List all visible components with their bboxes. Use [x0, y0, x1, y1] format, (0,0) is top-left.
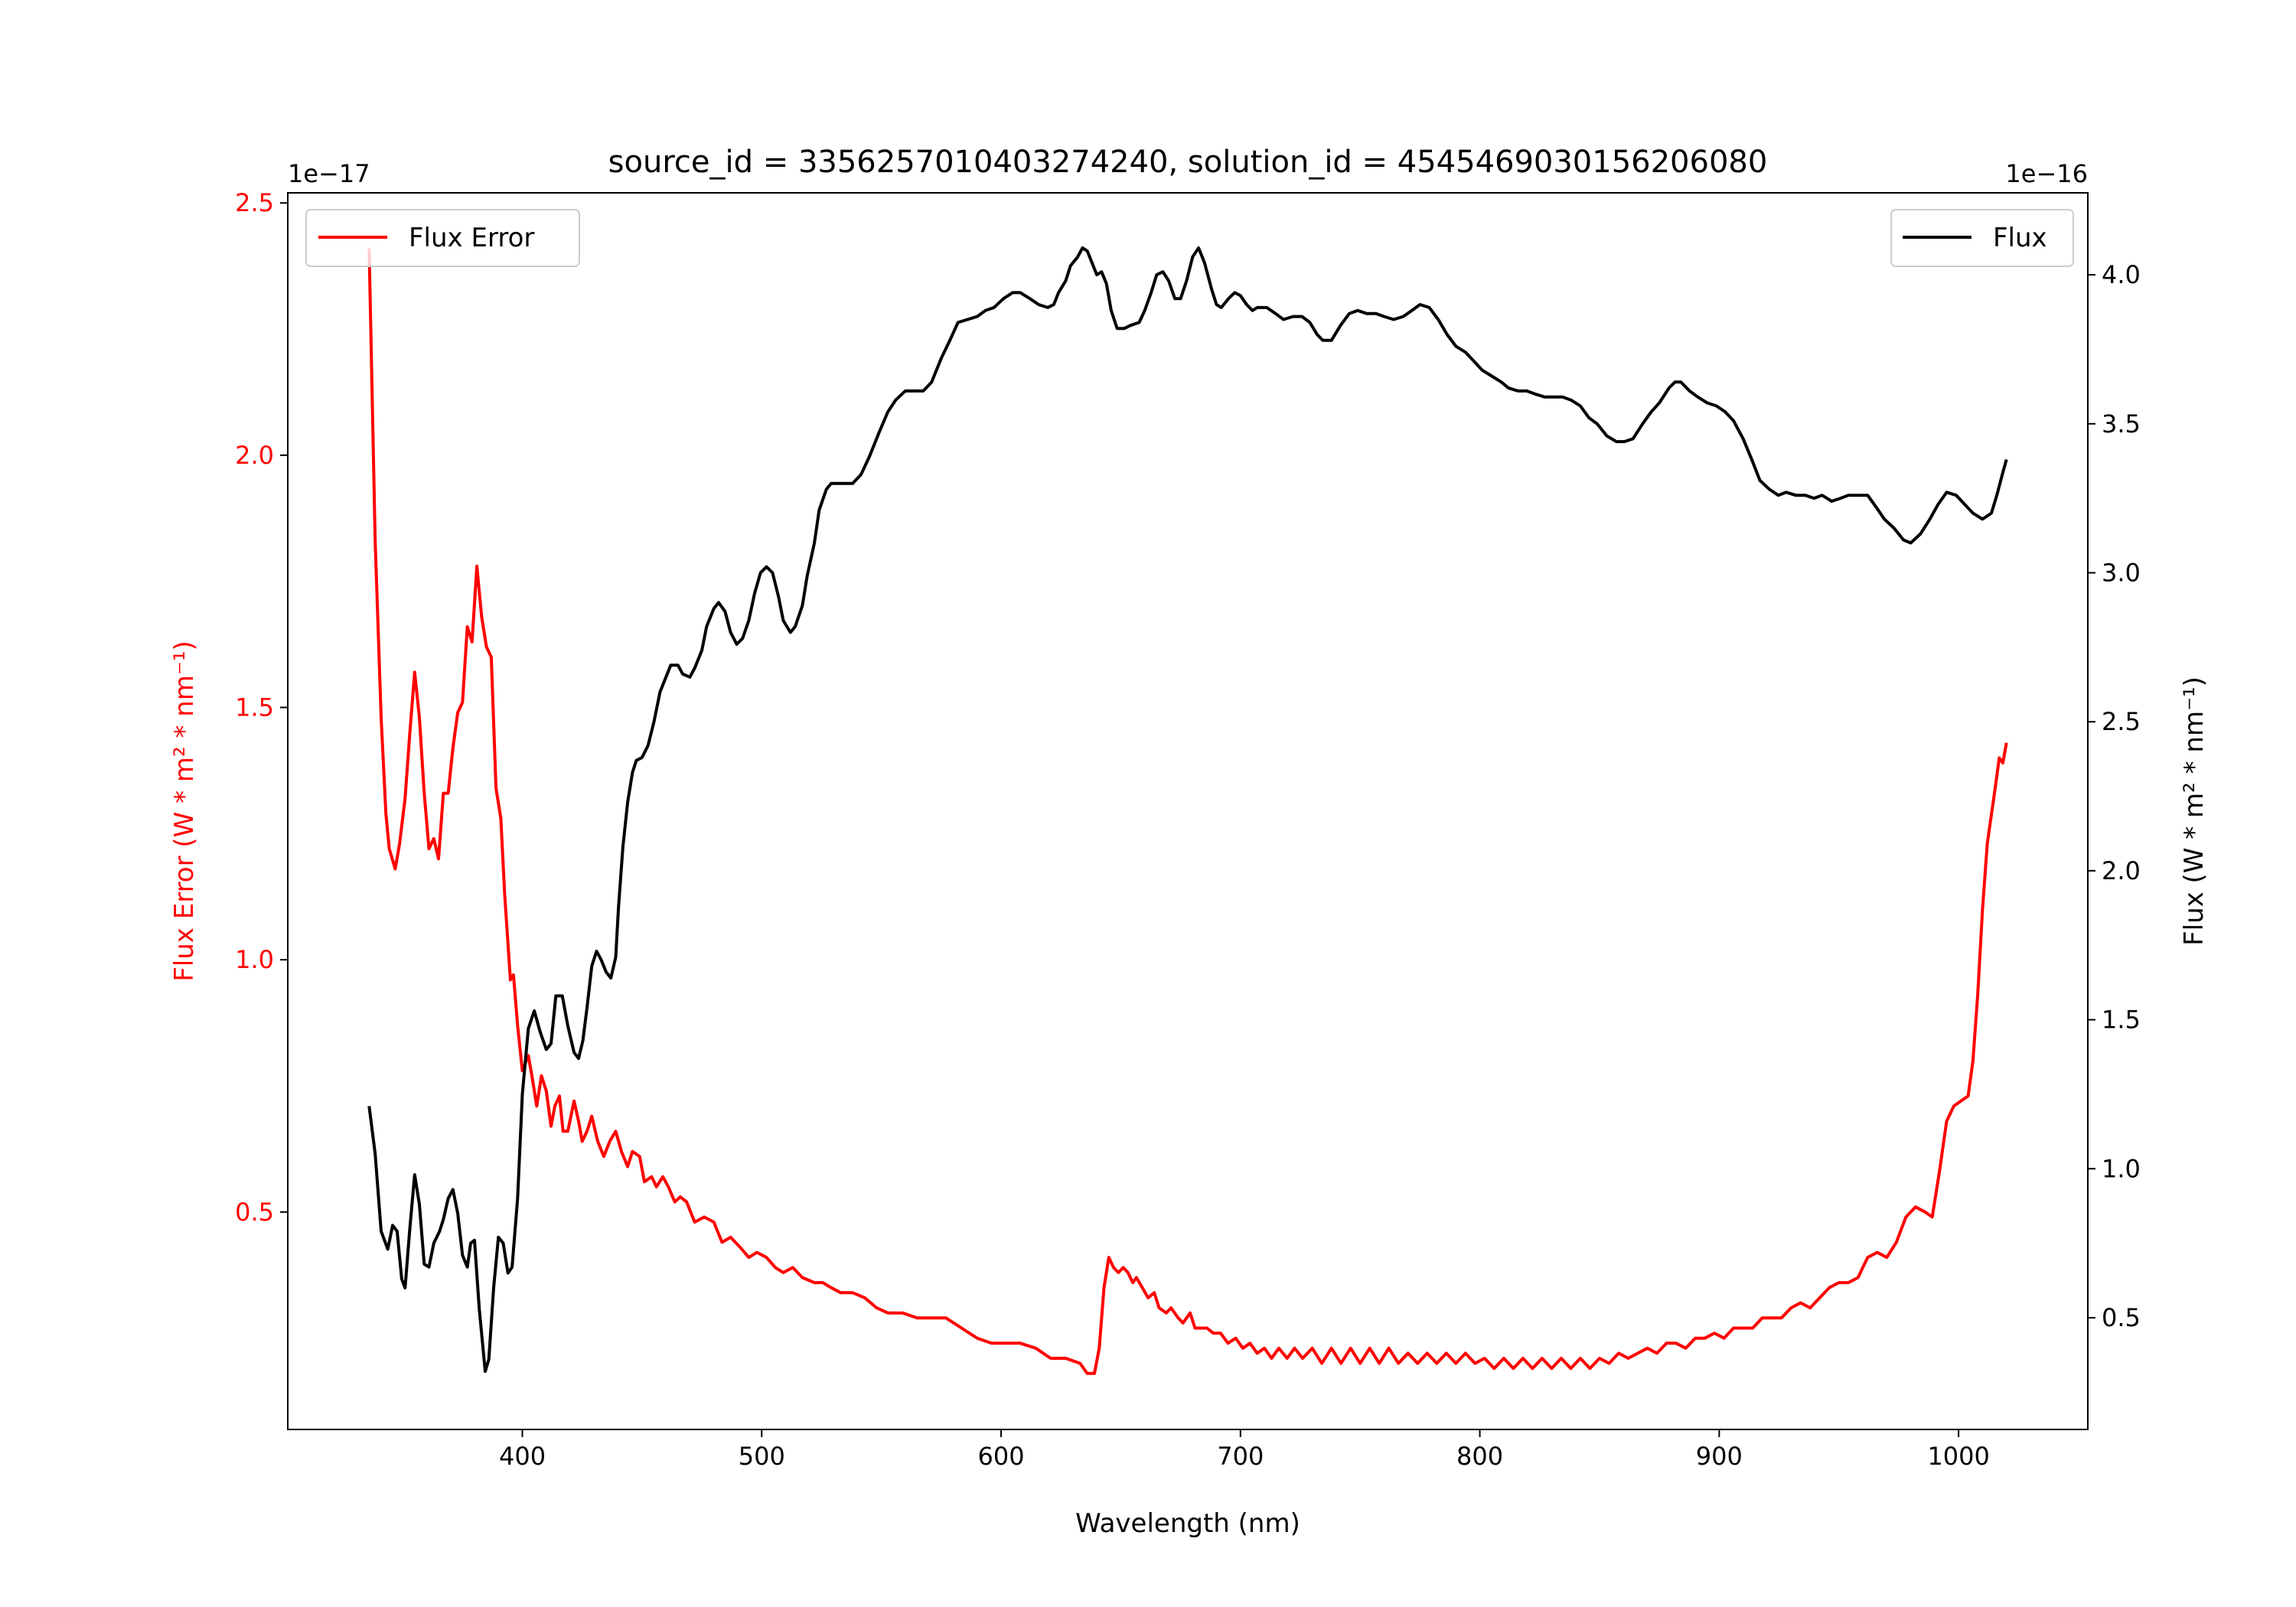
- flux-layer: [367, 246, 2008, 1374]
- left-offset-text: 1e−17: [288, 159, 370, 188]
- left-tick-label: 2.0: [235, 441, 274, 470]
- left-tick-label: 1.5: [235, 693, 274, 722]
- axes-frame: [287, 192, 2089, 1430]
- legend-box: [1890, 209, 2074, 267]
- left-tick-label: 1.0: [235, 945, 274, 974]
- right-tick-label: 2.0: [2102, 856, 2141, 885]
- x-tick-label: 900: [1696, 1442, 1743, 1471]
- legend-label-flux: Flux: [1993, 223, 2047, 253]
- x-tick-label: 500: [739, 1442, 785, 1471]
- left-y-axis: 0.5 1.0 1.5 2.0 2.5: [235, 188, 288, 1227]
- axes-background: [288, 193, 2088, 1429]
- right-y-axis-label: Flux (W * m² * nm⁻¹): [2179, 676, 2210, 946]
- right-y-axis: 0.5 1.0 1.5 2.0 2.5 3.0 3.5 4.0: [2088, 260, 2141, 1332]
- chart-title: source_id = 3356257010403274240, solutio…: [608, 145, 1768, 180]
- x-tick-label: 1000: [1927, 1442, 1989, 1471]
- x-axis-label: Wavelength (nm): [1075, 1508, 1300, 1539]
- right-tick-label: 3.5: [2102, 409, 2141, 438]
- x-tick-label: 600: [978, 1442, 1025, 1471]
- flux-error-layer: [367, 248, 2008, 1375]
- right-tick-label: 2.5: [2102, 707, 2141, 736]
- right-tick-label: 1.5: [2102, 1006, 2141, 1035]
- right-tick-label: 3.0: [2102, 558, 2141, 587]
- right-offset-text: 1e−16: [2005, 159, 2088, 188]
- left-y-axis-label: Flux Error (W * m² * nm⁻¹): [169, 641, 200, 982]
- legend-flux: Flux: [1890, 209, 2074, 267]
- legend-label-flux-error: Flux Error: [409, 223, 534, 253]
- x-axis: 400 500 600 700 800 900 1000: [499, 1429, 1990, 1471]
- right-tick-label: 1.0: [2102, 1154, 2141, 1183]
- left-tick-label: 2.5: [235, 188, 274, 217]
- right-tick-label: 0.5: [2102, 1303, 2141, 1332]
- x-tick-label: 800: [1456, 1442, 1503, 1471]
- flux-line: [367, 246, 2008, 1374]
- flux-error-line: [367, 248, 2008, 1375]
- legend-flux-error: Flux Error: [305, 209, 580, 267]
- plot-area: [287, 192, 2089, 1430]
- x-tick-label: 700: [1217, 1442, 1264, 1471]
- right-tick-label: 4.0: [2102, 260, 2141, 289]
- legend-box: [305, 209, 580, 267]
- left-tick-label: 0.5: [235, 1198, 274, 1227]
- x-tick-label: 400: [499, 1442, 546, 1471]
